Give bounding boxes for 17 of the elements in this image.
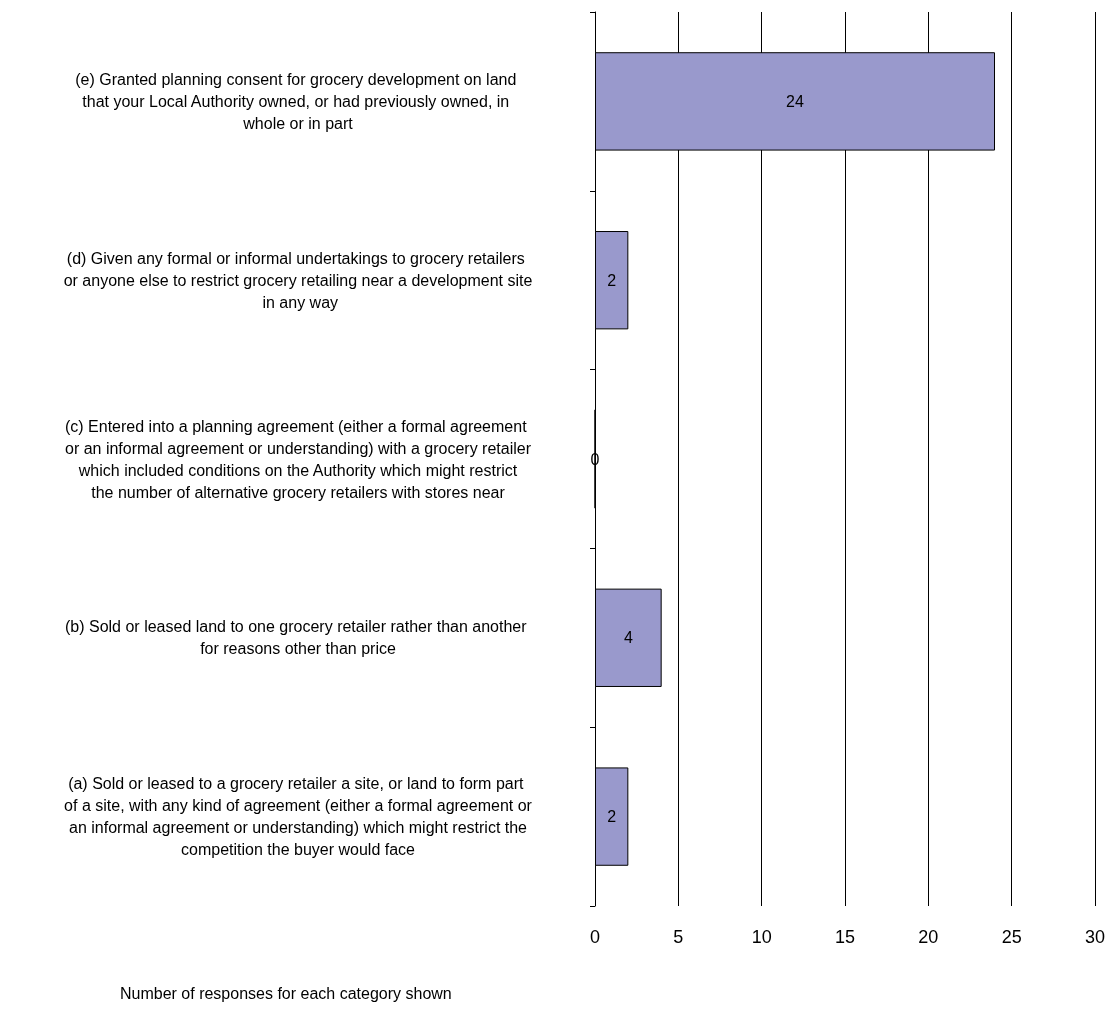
data-label: 24 bbox=[786, 92, 804, 110]
y-tick-label: (e) Granted planning consent for grocery development on land that your Local Authority owned, or had previously owned, in whole or in part bbox=[75, 70, 521, 132]
x-tick-label: 30 bbox=[1084, 927, 1106, 947]
x-tick-label: 20 bbox=[918, 927, 939, 947]
y-tick-label: (c) Entered into a planning agreement (either a formal agreement or an informal agreement or understanding) with a grocery retailer which included conditions on the Authority which might restrict the number of alternative grocery retailers with stores near bbox=[64, 417, 532, 501]
x-tick-label: 5 bbox=[673, 927, 684, 947]
y-tick-label: (a) Sold or leased to a grocery retailer a site, or land to form part of a site, with any kind of agreement (either a formal agreement or an informal agreement or understanding) which might restrict the competition the buyer would face bbox=[64, 775, 533, 859]
x-tick-label: 15 bbox=[834, 927, 856, 947]
x-tick-label: 0 bbox=[589, 927, 601, 947]
data-label: 4 bbox=[623, 629, 633, 647]
x-tick-label: 25 bbox=[1001, 927, 1022, 947]
data-label: 2 bbox=[607, 808, 617, 826]
y-tick-label: (b) Sold or leased land to one grocery retailer rather than another for reasons other than price bbox=[64, 618, 532, 658]
text: Number of responses for each category shown bbox=[120, 984, 452, 1002]
y-tick-label: (d) Given any formal or informal undertakings to grocery retailers or anyone else to restrict grocery retailing near a development site in any way bbox=[63, 249, 533, 311]
data-label: 2 bbox=[607, 271, 617, 289]
x-tick-label: 10 bbox=[751, 927, 772, 947]
